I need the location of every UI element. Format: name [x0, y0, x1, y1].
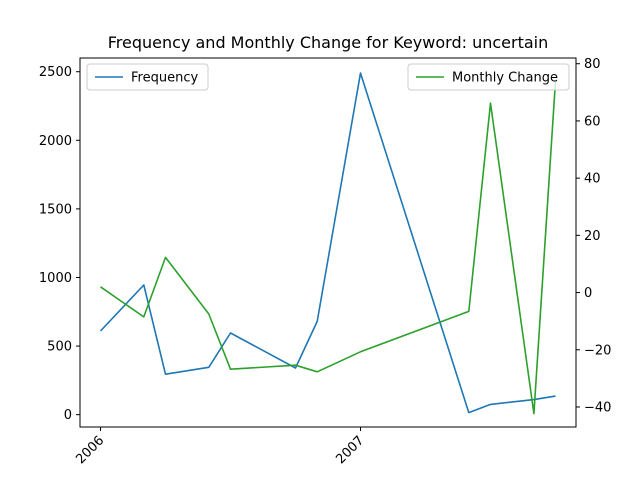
y-right-tick-label: 40	[584, 172, 601, 187]
legend-box	[407, 63, 570, 91]
chart-title: Frequency and Monthly Change for Keyword…	[108, 33, 548, 52]
y-right-tick-label: 80	[584, 57, 601, 72]
y-left-tick-label: 1500	[39, 202, 72, 217]
y-right-tick-label: 0	[584, 286, 592, 301]
x-tick-label: 2007	[333, 433, 367, 467]
y-left-tick-label: 2000	[39, 134, 72, 149]
legend-box	[86, 63, 209, 91]
x-tick-label: 2006	[73, 433, 107, 467]
x-axis: 2006 2007	[73, 427, 367, 467]
series-line-frequency	[99, 72, 556, 414]
y-right-tick-label: 60	[584, 114, 601, 129]
axes-frame	[79, 57, 577, 428]
legends: Frequency Monthly Change	[86, 63, 570, 91]
series-line-monthly-change	[100, 80, 557, 415]
y-left-tick-label: 500	[47, 340, 72, 355]
legend-label: Monthly Change	[452, 71, 558, 86]
y-left-tick-label: 0	[64, 408, 72, 423]
plot-area	[99, 72, 557, 415]
left-axis: 0 500 1000 1500 2000 2500	[39, 65, 80, 423]
y-right-tick-label: 20	[584, 229, 601, 244]
y-left-tick-label: 2500	[39, 65, 72, 80]
legend-label: Frequency	[131, 71, 198, 86]
y-right-tick-label: −40	[584, 400, 611, 415]
y-left-tick-label: 1000	[39, 271, 72, 286]
y-right-tick-label: −20	[584, 343, 611, 358]
right-axis: −40 −20 0 20 40 60 80	[576, 57, 611, 415]
